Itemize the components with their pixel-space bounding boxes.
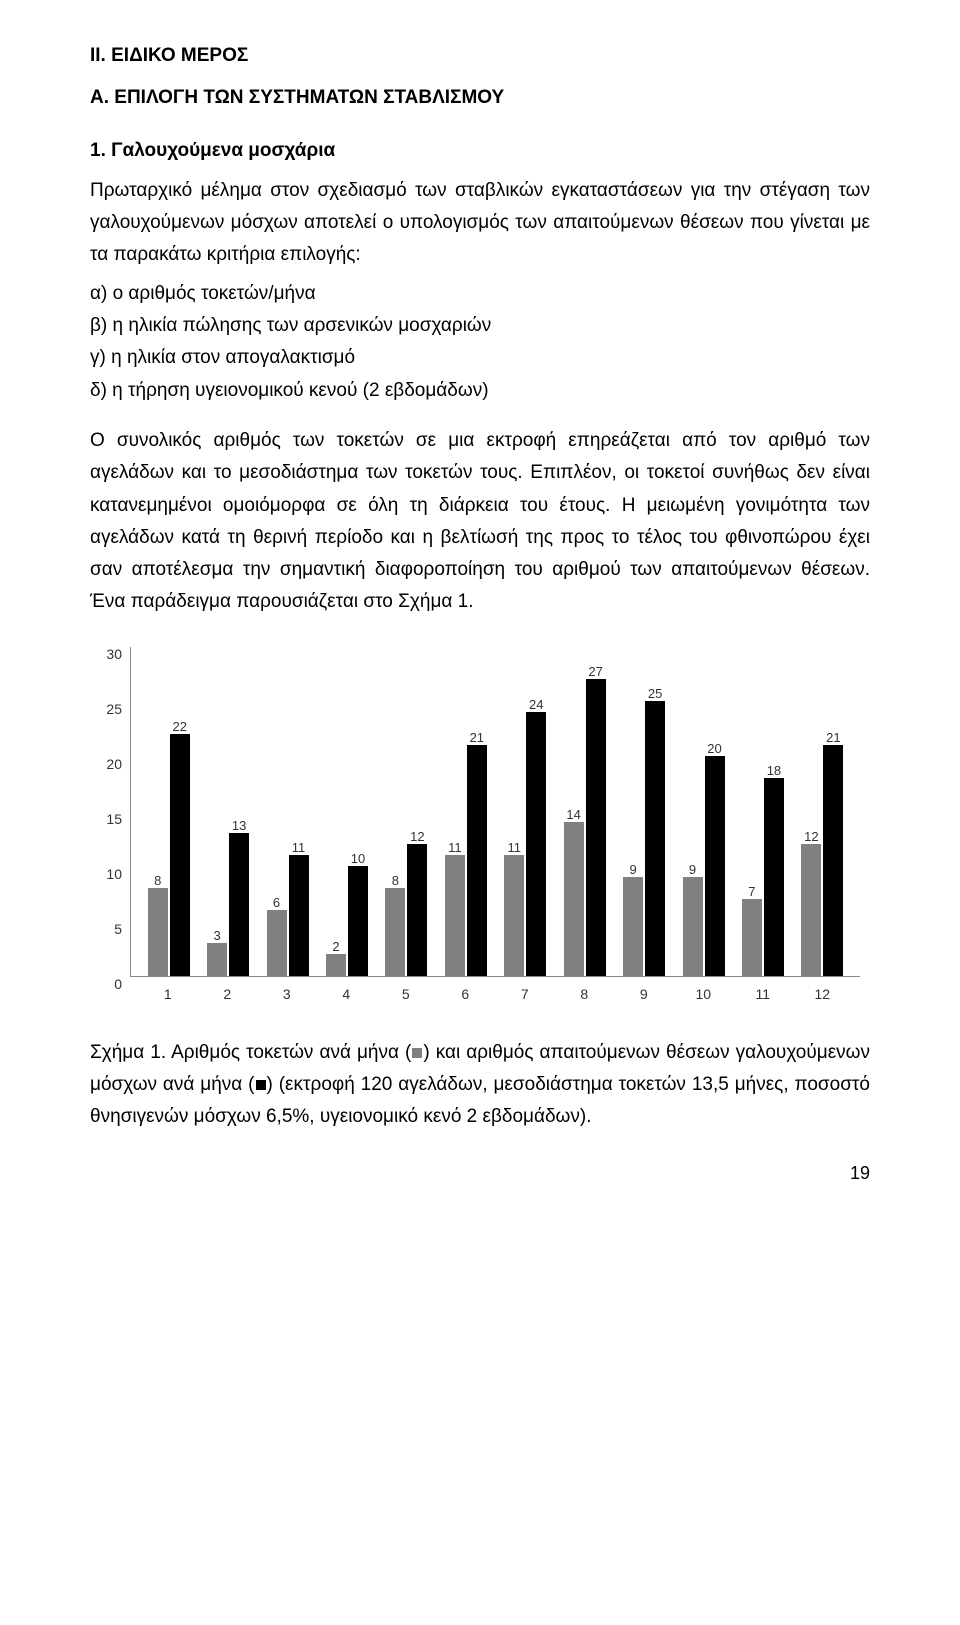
x-tick-label: 11 xyxy=(733,977,793,1007)
bar-value-label: 11 xyxy=(448,837,462,859)
bar-series1: 9 xyxy=(623,877,643,976)
bar-series1: 9 xyxy=(683,877,703,976)
sub-heading: Α. ΕΠΙΛΟΓΗ ΤΩΝ ΣΥΣΤΗΜΑΤΩΝ ΣΤΑΒΛΙΣΜΟΥ xyxy=(90,82,870,114)
x-tick-label: 7 xyxy=(495,977,555,1007)
x-tick-label: 9 xyxy=(614,977,674,1007)
bar-group: 812 xyxy=(377,844,436,976)
bar-group: 920 xyxy=(674,756,733,976)
bar-chart: 051015202530 822313611210812112111241427… xyxy=(90,647,870,1007)
bar-series1: 11 xyxy=(504,855,524,976)
bar-series2: 25 xyxy=(645,701,665,976)
x-tick-label: 12 xyxy=(793,977,853,1007)
bar-group: 1427 xyxy=(555,679,614,976)
bar-value-label: 24 xyxy=(529,694,543,716)
bar-group: 1121 xyxy=(436,745,495,976)
bar-series2: 18 xyxy=(764,778,784,976)
bar-value-label: 8 xyxy=(392,870,399,892)
bar-value-label: 21 xyxy=(826,727,840,749)
bar-group: 1124 xyxy=(496,712,555,976)
y-tick-label: 10 xyxy=(106,863,122,887)
x-tick-label: 10 xyxy=(674,977,734,1007)
criteria-item: α) ο αριθμός τοκετών/μήνα xyxy=(90,278,870,310)
bar-value-label: 2 xyxy=(332,936,339,958)
bar-group: 611 xyxy=(258,855,317,976)
caption-text: Σχήμα 1. Αριθμός τοκετών ανά μήνα ( xyxy=(90,1042,411,1063)
y-tick-label: 20 xyxy=(106,753,122,777)
y-tick-label: 30 xyxy=(106,643,122,667)
bar-series2: 20 xyxy=(705,756,725,976)
bar-group: 718 xyxy=(733,778,792,976)
bar-value-label: 22 xyxy=(172,716,186,738)
bar-value-label: 21 xyxy=(470,727,484,749)
bar-value-label: 12 xyxy=(804,826,818,848)
bar-series2: 21 xyxy=(823,745,843,976)
x-tick-label: 8 xyxy=(555,977,615,1007)
figure-caption: Σχήμα 1. Αριθμός τοκετών ανά μήνα () και… xyxy=(90,1037,870,1134)
y-tick-label: 25 xyxy=(106,698,122,722)
bar-series2: 11 xyxy=(289,855,309,976)
bar-value-label: 25 xyxy=(648,683,662,705)
body-paragraph: Ο συνολικός αριθμός των τοκετών σε μια ε… xyxy=(90,425,870,619)
legend-square-gray xyxy=(412,1048,422,1058)
bar-value-label: 9 xyxy=(689,859,696,881)
bar-group: 210 xyxy=(317,866,376,976)
bar-series2: 13 xyxy=(229,833,249,976)
section-heading: II. ΕΙΔΙΚΟ ΜΕΡΟΣ xyxy=(90,40,870,72)
intro-paragraph: Πρωταρχικό μέλημα στον σχεδιασμό των στα… xyxy=(90,175,870,272)
bar-value-label: 10 xyxy=(351,848,365,870)
bar-series1: 12 xyxy=(801,844,821,976)
bar-value-label: 13 xyxy=(232,815,246,837)
bar-series2: 22 xyxy=(170,734,190,976)
bar-group: 925 xyxy=(614,701,673,976)
bar-value-label: 3 xyxy=(214,925,221,947)
x-tick-label: 2 xyxy=(198,977,258,1007)
bars-area: 8223136112108121121112414279259207181221 xyxy=(131,647,860,976)
bar-series1: 3 xyxy=(207,943,227,976)
numbered-heading: 1. Γαλουχούμενα μοσχάρια xyxy=(90,135,870,167)
criteria-item: β) η ηλικία πώλησης των αρσενικών μοσχαρ… xyxy=(90,310,870,342)
bar-series1: 14 xyxy=(564,822,584,976)
bar-series1: 6 xyxy=(267,910,287,976)
bar-series2: 12 xyxy=(407,844,427,976)
bar-value-label: 7 xyxy=(748,881,755,903)
x-tick-label: 4 xyxy=(317,977,377,1007)
chart-plot: 8223136112108121121112414279259207181221 xyxy=(130,647,860,977)
bar-series1: 7 xyxy=(742,899,762,976)
x-tick-label: 3 xyxy=(257,977,317,1007)
y-tick-label: 5 xyxy=(114,918,122,942)
bar-value-label: 12 xyxy=(410,826,424,848)
bar-series2: 24 xyxy=(526,712,546,976)
x-tick-label: 1 xyxy=(138,977,198,1007)
bar-group: 1221 xyxy=(793,745,852,976)
bar-value-label: 20 xyxy=(707,738,721,760)
bar-value-label: 8 xyxy=(154,870,161,892)
bar-series1: 11 xyxy=(445,855,465,976)
bar-series2: 10 xyxy=(348,866,368,976)
x-tick-label: 6 xyxy=(436,977,496,1007)
criteria-list: α) ο αριθμός τοκετών/μήνα β) η ηλικία πώ… xyxy=(90,278,870,407)
bar-value-label: 6 xyxy=(273,892,280,914)
bar-series1: 2 xyxy=(326,954,346,976)
bar-value-label: 14 xyxy=(566,804,580,826)
bar-value-label: 11 xyxy=(292,837,306,859)
x-axis: 123456789101112 xyxy=(130,977,860,1007)
bar-series1: 8 xyxy=(385,888,405,976)
bar-value-label: 9 xyxy=(629,859,636,881)
criteria-item: δ) η τήρηση υγειονομικού κενού (2 εβδομά… xyxy=(90,375,870,407)
legend-square-black xyxy=(256,1080,266,1090)
x-tick-label: 5 xyxy=(376,977,436,1007)
bar-series2: 21 xyxy=(467,745,487,976)
bar-value-label: 11 xyxy=(507,837,521,859)
bar-series1: 8 xyxy=(148,888,168,976)
y-axis: 051015202530 xyxy=(90,647,130,977)
bar-value-label: 18 xyxy=(767,760,781,782)
page-number: 19 xyxy=(90,1158,870,1189)
bar-value-label: 27 xyxy=(588,661,602,683)
criteria-item: γ) η ηλικία στον απογαλακτισμό xyxy=(90,342,870,374)
bar-group: 822 xyxy=(139,734,198,976)
y-tick-label: 15 xyxy=(106,808,122,832)
bar-group: 313 xyxy=(198,833,257,976)
bar-series2: 27 xyxy=(586,679,606,976)
y-tick-label: 0 xyxy=(114,973,122,997)
